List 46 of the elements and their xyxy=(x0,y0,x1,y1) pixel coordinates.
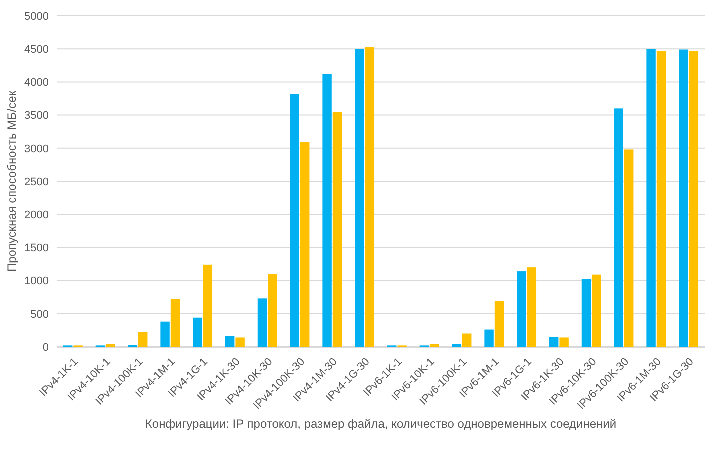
y-axis-title: Пропускная способность МБ/сек xyxy=(5,90,19,272)
bar xyxy=(365,47,375,347)
bar xyxy=(355,49,364,347)
bar xyxy=(258,298,268,347)
y-tick-label: 4500 xyxy=(24,44,49,56)
y-tick-label: 2500 xyxy=(24,176,49,188)
bar xyxy=(679,50,688,347)
bar xyxy=(322,74,332,347)
y-tick-label: 1000 xyxy=(24,276,49,288)
bar xyxy=(656,51,666,347)
bar xyxy=(160,322,170,347)
y-tick-label: 0 xyxy=(42,342,49,354)
bar xyxy=(462,334,472,347)
bar xyxy=(592,274,602,347)
y-tick-label: 3500 xyxy=(24,110,49,122)
bar xyxy=(484,330,494,347)
y-tick-label: 500 xyxy=(30,308,49,321)
bar xyxy=(203,264,213,347)
bar xyxy=(225,336,235,347)
bar xyxy=(527,268,537,347)
y-tick-label: 1500 xyxy=(24,242,49,255)
bar xyxy=(452,344,462,347)
bar xyxy=(582,279,592,347)
bar xyxy=(560,338,569,347)
bar xyxy=(689,51,699,347)
y-tick-label: 3000 xyxy=(24,143,49,156)
bar xyxy=(646,49,656,347)
bar xyxy=(300,142,310,347)
y-tick-label: 4000 xyxy=(24,77,49,90)
bar xyxy=(290,94,300,347)
x-axis-title: Конфигурации: IP протокол, размер файла, количество одновременных соединений xyxy=(145,417,617,431)
bar xyxy=(494,301,504,347)
bar xyxy=(332,112,342,347)
bar xyxy=(268,274,278,347)
bar xyxy=(106,344,116,347)
bar xyxy=(549,337,559,347)
bar xyxy=(614,108,624,347)
bar xyxy=(236,338,245,347)
bar xyxy=(193,318,202,347)
bar xyxy=(138,332,148,347)
bar xyxy=(170,299,180,347)
y-tick-label: 2000 xyxy=(24,209,49,222)
bar xyxy=(517,272,526,347)
y-tick-label: 5000 xyxy=(24,10,49,23)
bar xyxy=(624,150,634,347)
bar xyxy=(430,344,440,347)
